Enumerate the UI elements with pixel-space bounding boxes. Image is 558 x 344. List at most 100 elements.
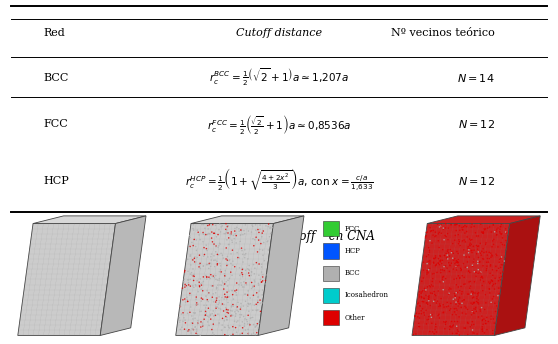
- Point: [220, 291, 229, 297]
- Point: [451, 265, 460, 270]
- Point: [460, 325, 469, 331]
- Point: [189, 273, 198, 279]
- Point: [187, 270, 196, 276]
- Point: [429, 260, 438, 266]
- Point: [461, 305, 470, 311]
- Point: [192, 302, 201, 308]
- Point: [184, 269, 193, 274]
- Point: [213, 311, 222, 317]
- Point: [493, 244, 502, 250]
- Point: [209, 273, 218, 279]
- Point: [489, 241, 498, 247]
- Point: [211, 244, 220, 249]
- Point: [451, 299, 460, 305]
- Point: [454, 262, 463, 268]
- Point: [251, 222, 260, 227]
- Point: [494, 291, 503, 297]
- Point: [224, 223, 233, 229]
- Point: [244, 301, 253, 306]
- Point: [436, 270, 445, 276]
- Point: [247, 273, 256, 278]
- Point: [249, 262, 258, 267]
- Point: [467, 312, 476, 318]
- Point: [224, 242, 233, 247]
- Point: [456, 266, 465, 271]
- Point: [483, 264, 492, 269]
- Point: [425, 295, 434, 300]
- Point: [204, 314, 213, 320]
- Point: [250, 302, 259, 308]
- Point: [197, 295, 206, 301]
- Point: [468, 248, 477, 253]
- Point: [453, 263, 462, 268]
- Point: [216, 229, 225, 235]
- Point: [453, 260, 462, 266]
- Point: [185, 328, 194, 334]
- Point: [477, 273, 486, 279]
- Point: [424, 316, 433, 322]
- Point: [239, 314, 248, 319]
- Point: [469, 306, 478, 312]
- Point: [436, 267, 445, 273]
- Point: [180, 283, 189, 288]
- Point: [470, 290, 479, 296]
- Point: [193, 321, 202, 326]
- Point: [465, 254, 474, 260]
- Point: [436, 303, 445, 308]
- Point: [424, 252, 433, 258]
- Point: [176, 304, 185, 309]
- Point: [206, 312, 215, 317]
- Point: [230, 319, 239, 324]
- Point: [468, 221, 477, 227]
- Point: [490, 301, 499, 306]
- Point: [438, 258, 447, 263]
- Point: [492, 303, 501, 309]
- Point: [233, 255, 242, 260]
- Point: [475, 259, 484, 265]
- Point: [208, 274, 217, 279]
- Point: [427, 240, 436, 246]
- Point: [209, 291, 218, 297]
- Point: [487, 277, 496, 283]
- Point: [478, 275, 487, 281]
- Point: [444, 225, 453, 231]
- Point: [260, 258, 269, 264]
- Point: [247, 269, 256, 275]
- Point: [454, 260, 463, 265]
- Point: [454, 298, 463, 304]
- Point: [239, 303, 248, 309]
- Point: [430, 297, 439, 303]
- Point: [422, 300, 431, 305]
- Point: [439, 274, 448, 279]
- Point: [450, 222, 459, 227]
- Point: [477, 252, 485, 258]
- Point: [466, 237, 475, 243]
- Point: [203, 276, 211, 282]
- Point: [496, 230, 504, 236]
- Point: [229, 303, 238, 309]
- Point: [451, 233, 460, 238]
- Point: [497, 274, 506, 279]
- Point: [218, 280, 227, 286]
- Point: [430, 271, 439, 276]
- Point: [465, 286, 474, 291]
- Point: [470, 224, 479, 229]
- Point: [240, 247, 249, 252]
- Point: [215, 320, 224, 325]
- Point: [238, 232, 247, 237]
- Text: Cutoff: Cutoff: [279, 230, 316, 243]
- Point: [496, 224, 505, 229]
- Point: [247, 280, 256, 285]
- Point: [191, 324, 200, 330]
- Point: [185, 243, 194, 248]
- Point: [434, 313, 442, 318]
- Point: [258, 287, 267, 293]
- Point: [243, 321, 252, 327]
- Point: [423, 268, 432, 273]
- Point: [234, 309, 243, 314]
- Point: [437, 222, 446, 228]
- Point: [494, 225, 503, 231]
- Point: [183, 311, 192, 316]
- Point: [215, 300, 224, 305]
- Point: [223, 254, 232, 259]
